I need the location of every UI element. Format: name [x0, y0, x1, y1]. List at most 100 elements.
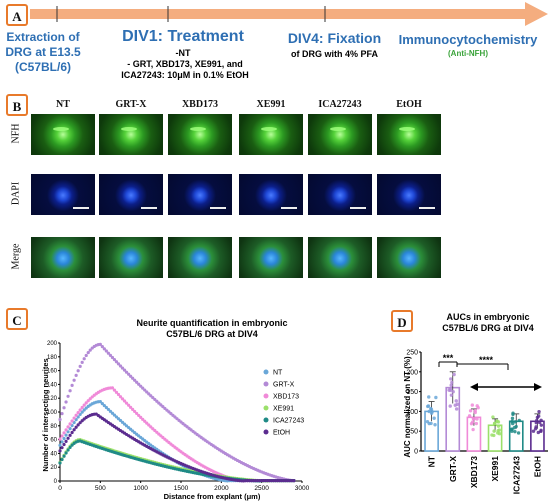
- timeline-div1-line2: - GRT, XBD173, XE991, and: [127, 59, 243, 69]
- c-point: [70, 430, 74, 435]
- c-point: [78, 421, 82, 425]
- c-point: [82, 403, 86, 407]
- d-point: [509, 427, 514, 431]
- d-point: [537, 409, 541, 414]
- neurite-quantification-chart: Neurite quantification in embryonic C57B…: [41, 318, 310, 501]
- d-category-label: XBD173: [469, 456, 479, 488]
- c-point: [72, 378, 76, 382]
- c-point: [78, 364, 82, 368]
- d-category-label: ICA27243: [511, 456, 521, 495]
- c-point: [68, 433, 72, 437]
- c-x-tick-label: 0: [58, 485, 62, 492]
- c-series-grt-x: [58, 342, 296, 483]
- d-y-tick-label: 200: [406, 369, 418, 376]
- c-point: [108, 353, 113, 357]
- chart-d-title-2: C57BL/6 DRG at DIV4: [442, 323, 534, 333]
- c-point: [114, 390, 119, 394]
- micrograph-dapi: [168, 174, 232, 215]
- c-point: [137, 382, 141, 386]
- d-point: [450, 380, 454, 385]
- d-point: [454, 407, 459, 411]
- micrograph-dapi: [377, 174, 441, 215]
- panel-label-b: B: [6, 94, 28, 116]
- c-point: [76, 410, 80, 415]
- c-x-tick-label: 2000: [214, 485, 229, 492]
- d-point: [447, 388, 451, 392]
- auc-bar-chart: AUCs in embryonic C57BL/6 DRG at DIV4 AU…: [403, 312, 548, 495]
- c-point: [98, 342, 102, 346]
- d-point: [470, 420, 475, 424]
- c-x-tick-label: 1000: [133, 485, 148, 492]
- timeline-div4-title: DIV4: Fixation: [287, 30, 382, 46]
- d-point: [433, 423, 437, 427]
- c-point: [135, 380, 139, 384]
- sig-marker-1: ***: [443, 353, 454, 363]
- micrograph-merge: [308, 237, 372, 278]
- c-y-tick-label: 100: [47, 410, 58, 416]
- c-legend-marker: [263, 429, 269, 435]
- micrograph-dapi: [31, 174, 95, 215]
- c-y-tick-label: 180: [47, 355, 58, 361]
- d-point: [471, 416, 476, 421]
- c-point: [74, 413, 78, 417]
- d-point: [491, 415, 495, 419]
- c-point: [64, 439, 68, 443]
- c-point: [82, 357, 86, 361]
- c-point: [108, 409, 113, 413]
- d-point: [449, 383, 453, 387]
- micrograph-nfh: [99, 114, 163, 155]
- c-point: [110, 386, 115, 390]
- c-point: [72, 416, 76, 420]
- c-point: [64, 400, 68, 404]
- d-y-tick-label: 150: [406, 389, 418, 396]
- micrograph-merge: [377, 237, 441, 278]
- column-label-5: EtOH: [396, 99, 422, 110]
- c-point: [70, 383, 74, 388]
- c-point: [110, 411, 115, 415]
- c-point: [131, 407, 135, 411]
- c-y-tick-label: 0: [54, 479, 58, 485]
- d-category-label: NT: [427, 455, 437, 467]
- c-x-tick-label: 500: [95, 485, 106, 492]
- sig-marker-2: ****: [479, 355, 494, 365]
- c-point: [143, 419, 147, 423]
- c-y-tick-label: 20: [50, 465, 57, 471]
- c-point: [68, 389, 72, 393]
- c-point: [86, 350, 90, 355]
- chart-d-title-1: AUCs in embryonic: [446, 312, 529, 322]
- d-point: [496, 420, 501, 424]
- c-point: [118, 364, 123, 368]
- d-point: [448, 404, 452, 408]
- c-point: [66, 425, 70, 429]
- c-point: [112, 413, 117, 417]
- c-point: [131, 376, 135, 380]
- c-point: [124, 370, 129, 374]
- c-x-tick-label: 3000: [295, 485, 310, 492]
- c-point: [141, 386, 145, 390]
- c-point: [66, 436, 70, 440]
- d-point: [474, 421, 479, 426]
- c-point: [70, 419, 74, 423]
- c-point: [133, 378, 137, 382]
- micrograph-merge: [168, 237, 232, 278]
- c-point: [135, 411, 139, 416]
- c-point: [66, 394, 70, 398]
- timeline-div1-line3: ICA27243: 10μM in 0.1% EtOH: [121, 70, 249, 80]
- c-legend-marker: [263, 393, 269, 399]
- chart-c-title-1: Neurite quantification in embryonic: [136, 318, 287, 328]
- c-y-tick-label: 160: [47, 369, 58, 375]
- c-point: [139, 384, 143, 388]
- d-point: [496, 429, 500, 433]
- timeline-arrow: [30, 2, 548, 26]
- d-y-tick-label: 250: [406, 350, 418, 357]
- d-point: [531, 429, 536, 433]
- c-point: [102, 403, 106, 408]
- c-point: [78, 408, 82, 412]
- chart-c-xlabel: Distance from explant (μm): [164, 492, 261, 501]
- timeline-div1-title: DIV1: Treatment: [122, 28, 244, 45]
- c-point: [139, 415, 143, 419]
- c-point: [110, 355, 115, 360]
- d-y-tick-label: 0: [414, 449, 418, 456]
- c-point: [112, 358, 117, 362]
- c-point: [60, 440, 64, 444]
